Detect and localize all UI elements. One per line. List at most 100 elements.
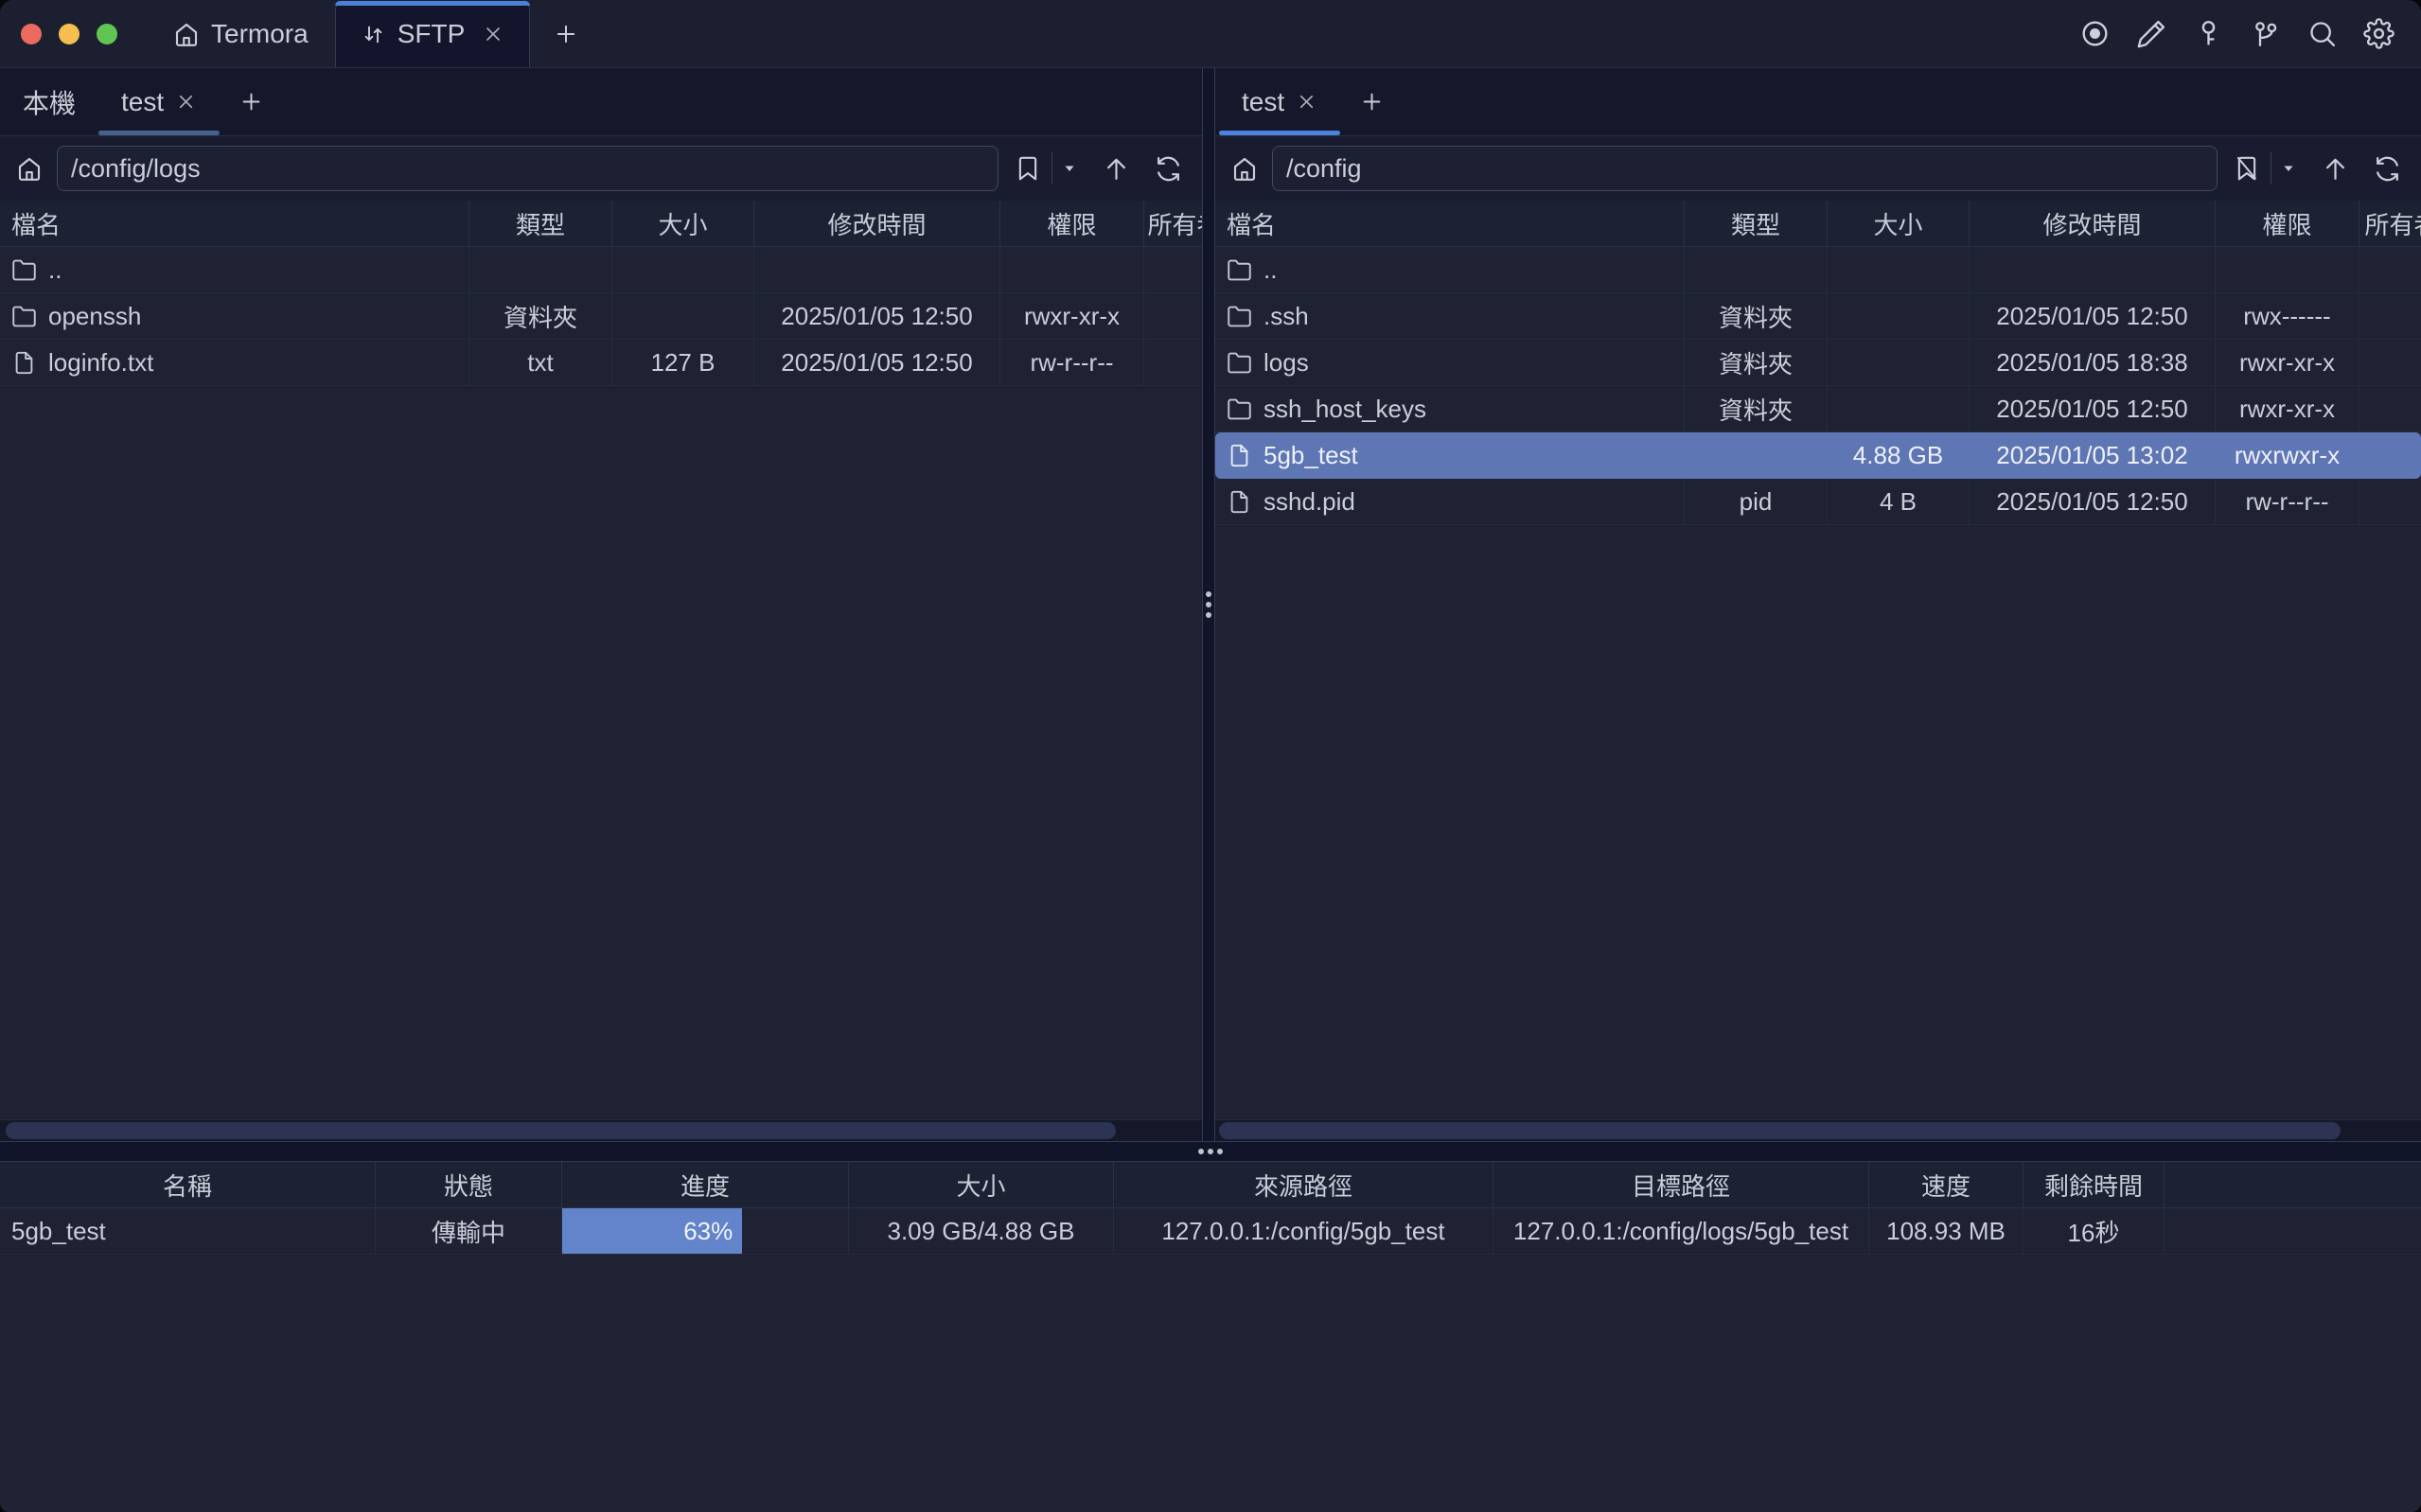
close-icon[interactable] bbox=[1296, 91, 1317, 113]
right-pane: test 檔名 類型 bbox=[1215, 68, 2421, 1141]
right-table-header: 檔名 類型 大小 修改時間 權限 所有者 bbox=[1215, 201, 2421, 247]
header-cell-perm[interactable]: 權限 bbox=[2216, 201, 2359, 246]
table-row[interactable]: loginfo.txt txt 127 B 2025/01/05 12:50 r… bbox=[0, 340, 1202, 386]
pane-splitter[interactable] bbox=[1202, 68, 1215, 1141]
right-path-input[interactable] bbox=[1272, 146, 2218, 191]
header-cell-name[interactable]: 名稱 bbox=[0, 1162, 376, 1207]
right-refresh-button[interactable] bbox=[2373, 154, 2402, 184]
header-cell-owner[interactable]: 所有者 bbox=[1147, 210, 1203, 239]
refresh-icon bbox=[1154, 154, 1183, 184]
search-button[interactable] bbox=[2304, 16, 2340, 52]
active-tab-underline bbox=[1219, 131, 1341, 135]
file-size: 127 B bbox=[612, 340, 754, 385]
table-row[interactable]: .. bbox=[1215, 247, 2421, 293]
close-window-button[interactable] bbox=[21, 23, 42, 44]
header-cell-perm[interactable]: 權限 bbox=[1000, 201, 1144, 246]
table-row-selected[interactable]: 5gb_test 4.88 GB 2025/01/05 13:02 rwxrwx… bbox=[1215, 432, 2421, 479]
table-row[interactable]: ssh_host_keys 資料夾 2025/01/05 12:50 rwxr-… bbox=[1215, 386, 2421, 432]
left-bookmark-button[interactable] bbox=[1014, 154, 1042, 183]
progress-fill: 63% bbox=[562, 1208, 743, 1254]
left-bookmark-menu-button[interactable] bbox=[1062, 161, 1077, 176]
left-new-session-button[interactable] bbox=[220, 68, 283, 135]
divider bbox=[1051, 152, 1052, 185]
keys-button[interactable] bbox=[2190, 16, 2226, 52]
transfer-target: 127.0.0.1:/config/logs/5gb_test bbox=[1493, 1208, 1869, 1254]
file-name: .. bbox=[1264, 255, 1278, 284]
header-cell-size[interactable]: 大小 bbox=[1828, 201, 1970, 246]
right-tab-session[interactable]: test bbox=[1219, 68, 1341, 135]
header-cell-status[interactable]: 狀態 bbox=[376, 1162, 562, 1207]
folder-icon bbox=[1227, 350, 1252, 376]
right-path-bar bbox=[1215, 136, 2421, 201]
left-horizontal-scrollbar[interactable] bbox=[0, 1119, 1202, 1141]
settings-button[interactable] bbox=[2360, 16, 2396, 52]
table-row[interactable]: .ssh 資料夾 2025/01/05 12:50 rwx------ bbox=[1215, 293, 2421, 340]
left-home-button[interactable] bbox=[15, 154, 44, 183]
zoom-window-button[interactable] bbox=[97, 23, 117, 44]
transfer-empty bbox=[2165, 1208, 2421, 1254]
header-cell-size[interactable]: 大小 bbox=[612, 201, 754, 246]
left-tab-local[interactable]: 本機 bbox=[0, 68, 98, 135]
table-row[interactable]: openssh 資料夾 2025/01/05 12:50 rwxr-xr-x bbox=[0, 293, 1202, 340]
file-name: 5gb_test bbox=[1264, 440, 1358, 469]
header-cell-mtime[interactable]: 修改時間 bbox=[1970, 201, 2216, 246]
splitter-dot bbox=[1208, 1149, 1213, 1154]
keychain-button[interactable] bbox=[2247, 16, 2283, 52]
table-row[interactable]: sshd.pid pid 4 B 2025/01/05 12:50 rw-r--… bbox=[1215, 479, 2421, 525]
header-cell-progress[interactable]: 進度 bbox=[562, 1162, 849, 1207]
file-size bbox=[1828, 386, 1970, 431]
folder-icon bbox=[11, 304, 37, 329]
header-cell-empty bbox=[2165, 1162, 2421, 1207]
table-row[interactable]: .. bbox=[0, 247, 1202, 293]
header-cell-type[interactable]: 類型 bbox=[469, 201, 612, 246]
chevron-down-icon bbox=[1062, 161, 1077, 176]
tab-sftp[interactable]: SFTP bbox=[334, 1, 531, 67]
header-cell-name[interactable]: 檔名 bbox=[1215, 201, 1685, 246]
header-cell-speed[interactable]: 速度 bbox=[1869, 1162, 2023, 1207]
left-file-table: 檔名 類型 大小 修改時間 權限 所有者 .. openssh bbox=[0, 201, 1202, 1141]
scrollbar-thumb[interactable] bbox=[1219, 1122, 2341, 1139]
header-cell-size[interactable]: 大小 bbox=[849, 1162, 1114, 1207]
transfer-splitter[interactable] bbox=[0, 1141, 2421, 1162]
app-home-tab[interactable]: Termora bbox=[146, 0, 335, 67]
minimize-window-button[interactable] bbox=[59, 23, 80, 44]
header-cell-target[interactable]: 目標路徑 bbox=[1493, 1162, 1869, 1207]
sftp-main: 本機 test bbox=[0, 68, 2421, 1141]
file-size bbox=[1828, 247, 1970, 292]
transfer-arrows-icon bbox=[361, 22, 386, 47]
close-tab-icon[interactable] bbox=[482, 23, 504, 45]
bookmark-icon bbox=[1014, 154, 1042, 183]
header-cell-source[interactable]: 來源路徑 bbox=[1114, 1162, 1493, 1207]
header-cell-eta[interactable]: 剩餘時間 bbox=[2023, 1162, 2165, 1207]
file-perm: rw-r--r-- bbox=[2216, 479, 2359, 524]
record-button[interactable] bbox=[2076, 16, 2112, 52]
right-parent-dir-button[interactable] bbox=[2321, 154, 2350, 184]
right-bookmark-menu-button[interactable] bbox=[2281, 161, 2296, 176]
file-owner bbox=[2359, 386, 2421, 431]
right-bookmark-button[interactable] bbox=[2233, 154, 2261, 183]
left-refresh-button[interactable] bbox=[1154, 154, 1183, 184]
header-cell-name[interactable]: 檔名 bbox=[0, 201, 469, 246]
right-horizontal-scrollbar[interactable] bbox=[1215, 1119, 2421, 1141]
edit-button[interactable] bbox=[2133, 16, 2169, 52]
left-table-header: 檔名 類型 大小 修改時間 權限 所有者 bbox=[0, 201, 1202, 247]
new-tab-button[interactable] bbox=[530, 0, 602, 67]
left-path-input[interactable] bbox=[57, 146, 998, 191]
scrollbar-thumb[interactable] bbox=[6, 1122, 1117, 1139]
header-cell-type[interactable]: 類型 bbox=[1685, 201, 1828, 246]
right-home-button[interactable] bbox=[1230, 154, 1259, 183]
transfer-row[interactable]: 5gb_test 傳輸中 63% 3.09 GB/4.88 GB 127.0.0… bbox=[0, 1208, 2421, 1255]
file-mtime bbox=[1970, 247, 2216, 292]
splitter-dot bbox=[1206, 602, 1211, 607]
left-tab-session[interactable]: test bbox=[98, 68, 221, 135]
file-perm bbox=[2216, 247, 2359, 292]
file-perm: rwxrwxr-x bbox=[2234, 440, 2341, 469]
folder-icon bbox=[11, 257, 37, 283]
right-new-session-button[interactable] bbox=[1340, 68, 1404, 135]
left-parent-dir-button[interactable] bbox=[1102, 154, 1131, 184]
table-row[interactable]: logs 資料夾 2025/01/05 18:38 rwxr-xr-x bbox=[1215, 340, 2421, 386]
header-cell-owner[interactable]: 所有者 bbox=[2364, 210, 2421, 239]
header-cell-mtime[interactable]: 修改時間 bbox=[754, 201, 1000, 246]
close-icon[interactable] bbox=[175, 91, 197, 113]
file-size bbox=[1828, 293, 1970, 339]
